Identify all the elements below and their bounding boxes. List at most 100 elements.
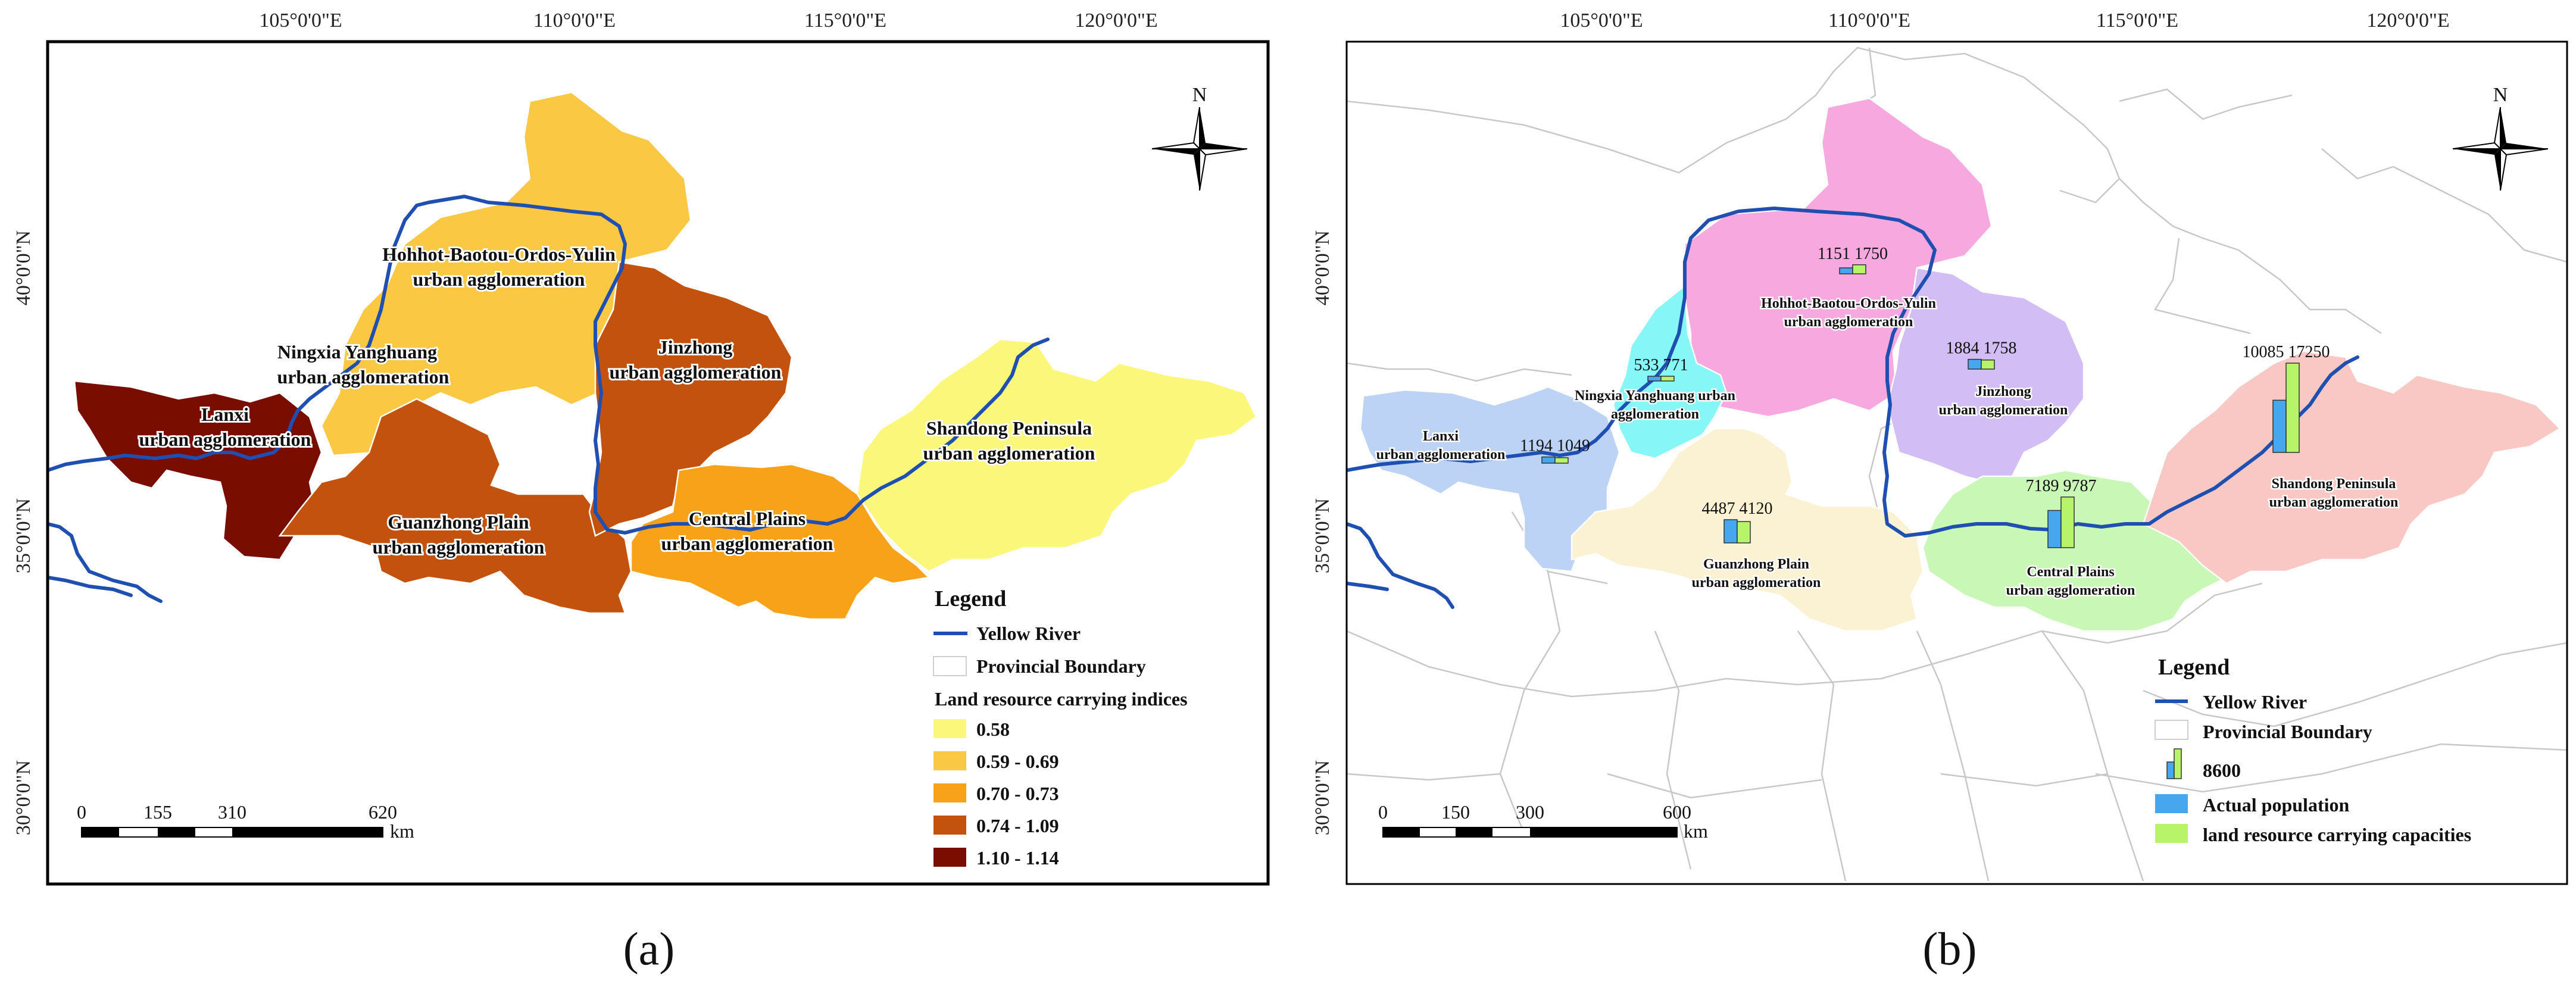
region-label: Jinzhong [1975, 384, 2031, 399]
bar-value-label: 1884 1758 [1946, 339, 2017, 358]
bar-actual-population [2047, 510, 2062, 548]
legend-prov-swatch [933, 656, 967, 676]
lon-tick: 105°0'0"E [1560, 10, 1643, 32]
legend-swatch [933, 783, 966, 802]
bar-actual-population [1647, 376, 1662, 382]
coords-b: 105°0'0"E 110°0'0"E 115°0'0"E 120°0'0"E … [1312, 10, 2450, 835]
region-label: urban agglomeration [2269, 495, 2399, 510]
scale-tick: 0 [1378, 801, 1388, 823]
yellow-river-a-tail [48, 522, 163, 603]
region-ningxia-b [1612, 284, 1728, 460]
legend-indices-title: Land resource carrying indices [935, 688, 1188, 710]
region-label: Guanzhong Plain [388, 511, 529, 533]
region-label: Lanxi [201, 404, 249, 425]
yellow-river-b-tail [1347, 522, 1454, 609]
lat-tick: 35°0'0"N [1312, 498, 1334, 573]
legend-swatch [933, 751, 966, 770]
region-label: Jinzhong [658, 336, 732, 358]
legend-river-label: Yellow River [976, 623, 1081, 644]
lat-tick: 30°0'0"N [13, 760, 35, 835]
yellow-river-b [1347, 207, 2359, 538]
region-label: urban agglomeration [139, 429, 311, 450]
region-label: agglomeration [1611, 407, 1699, 422]
caption-a: (a) [623, 923, 675, 974]
region-label: urban agglomeration [1939, 402, 2068, 418]
region-label: Ningxia Yanghuang [277, 341, 437, 363]
region-hohhot-b [1684, 97, 1993, 418]
lon-tick: 115°0'0"E [804, 10, 886, 32]
region-label: Central Plains [2027, 564, 2114, 580]
bar-actual-population [1839, 267, 1853, 274]
region-shandong-b [2142, 350, 2562, 585]
bar-value-label: 7189 9787 [2026, 477, 2097, 495]
region-label: urban agglomeration [1376, 447, 1506, 463]
bar-carrying-capacity [1660, 376, 1675, 382]
lon-tick: 110°0'0"E [1828, 10, 1910, 32]
north-arrow-icon: N [2452, 84, 2549, 191]
region-label: urban agglomeration [1784, 314, 1913, 330]
legend-swatch [933, 848, 966, 867]
legend-swatch [2155, 824, 2188, 843]
bar-value-label: 533 771 [1634, 356, 1688, 374]
region-guanzhong-a [278, 398, 632, 614]
scale-tick: 300 [1516, 801, 1544, 823]
bar-value-label: 4487 4120 [1702, 499, 1773, 518]
region-label: urban agglomeration [661, 533, 833, 554]
scale-unit: km [1684, 820, 1708, 842]
lon-tick: 120°0'0"E [2366, 10, 2449, 32]
panel-b-map [1345, 40, 2568, 885]
lon-tick: 110°0'0"E [533, 10, 616, 32]
region-label: Hohhot-Baotou-Ordos-Yulin [1761, 296, 1936, 311]
legend-title: Legend [935, 586, 1006, 611]
legend-class-label: 0.74 - 1.09 [976, 815, 1059, 836]
scale-tick: 0 [77, 801, 86, 823]
region-central-a [630, 463, 931, 620]
region-lanxi-b [1359, 386, 1620, 573]
lat-tick: 30°0'0"N [1312, 760, 1334, 835]
yellow-river-a-tail2 [48, 576, 133, 597]
lat-tick: 35°0'0"N [13, 498, 35, 573]
region-label: urban agglomeration [277, 366, 449, 388]
legend-prov-label: Provincial Boundary [2203, 721, 2372, 742]
legend-bar-icon [2166, 748, 2182, 779]
legend-swatch [2155, 794, 2188, 813]
bar-carrying-capacity [2060, 496, 2075, 548]
lat-tick: 40°0'0"N [13, 230, 35, 305]
bar-actual-population [1968, 358, 1982, 370]
yellow-river-a [48, 195, 1050, 535]
map-frame-a [46, 40, 1270, 886]
bar-carrying-capacity [2285, 363, 2300, 453]
region-lanxi-a [73, 380, 323, 561]
scale-bar-b: 0 150 300 600 km [1378, 801, 1708, 842]
region-label: Ningxia Yanghuang urban [1575, 388, 1735, 404]
north-arrow-icon: N [1151, 84, 1248, 191]
region-label: urban agglomeration [413, 268, 585, 290]
coords-a: 105°0'0"E 110°0'0"E 115°0'0"E 120°0'0"E … [13, 10, 1158, 835]
scale-tick: 310 [218, 801, 246, 823]
legend-cap-label: land resource carrying capacities [2203, 824, 2471, 845]
scale-tick: 620 [369, 801, 397, 823]
map-frame-b [1345, 40, 2568, 885]
scale-tick: 600 [1663, 801, 1691, 823]
bar-value-label: 1151 1750 [1818, 245, 1888, 263]
bar-carrying-capacity [1554, 457, 1569, 464]
lat-tick: 40°0'0"N [1312, 230, 1334, 305]
north-label: N [1192, 84, 1207, 106]
north-label: N [2493, 84, 2508, 106]
scale-bar-a: 0 155 310 620 km [77, 801, 414, 842]
bar-carrying-capacity [1852, 264, 1866, 274]
region-label: urban agglomeration [2006, 583, 2135, 598]
legend-b: Legend Yellow River Provincial Boundary … [2155, 655, 2471, 845]
legend-river-label: Yellow River [2203, 691, 2307, 713]
legend-pop-label: Actual population [2203, 794, 2349, 816]
legend-swatch [933, 816, 966, 835]
lon-tick: 105°0'0"E [259, 10, 342, 32]
region-label: Lanxi [1423, 429, 1459, 444]
caption-b: (b) [1923, 923, 1977, 974]
region-label: Guanzhong Plain [1703, 557, 1809, 572]
bar-value-label: 10085 17250 [2243, 343, 2330, 361]
region-label: urban agglomeration [610, 361, 782, 383]
panel-a-map [46, 40, 1270, 886]
legend-a: Legend Yellow River Provincial Boundary … [933, 586, 1188, 869]
